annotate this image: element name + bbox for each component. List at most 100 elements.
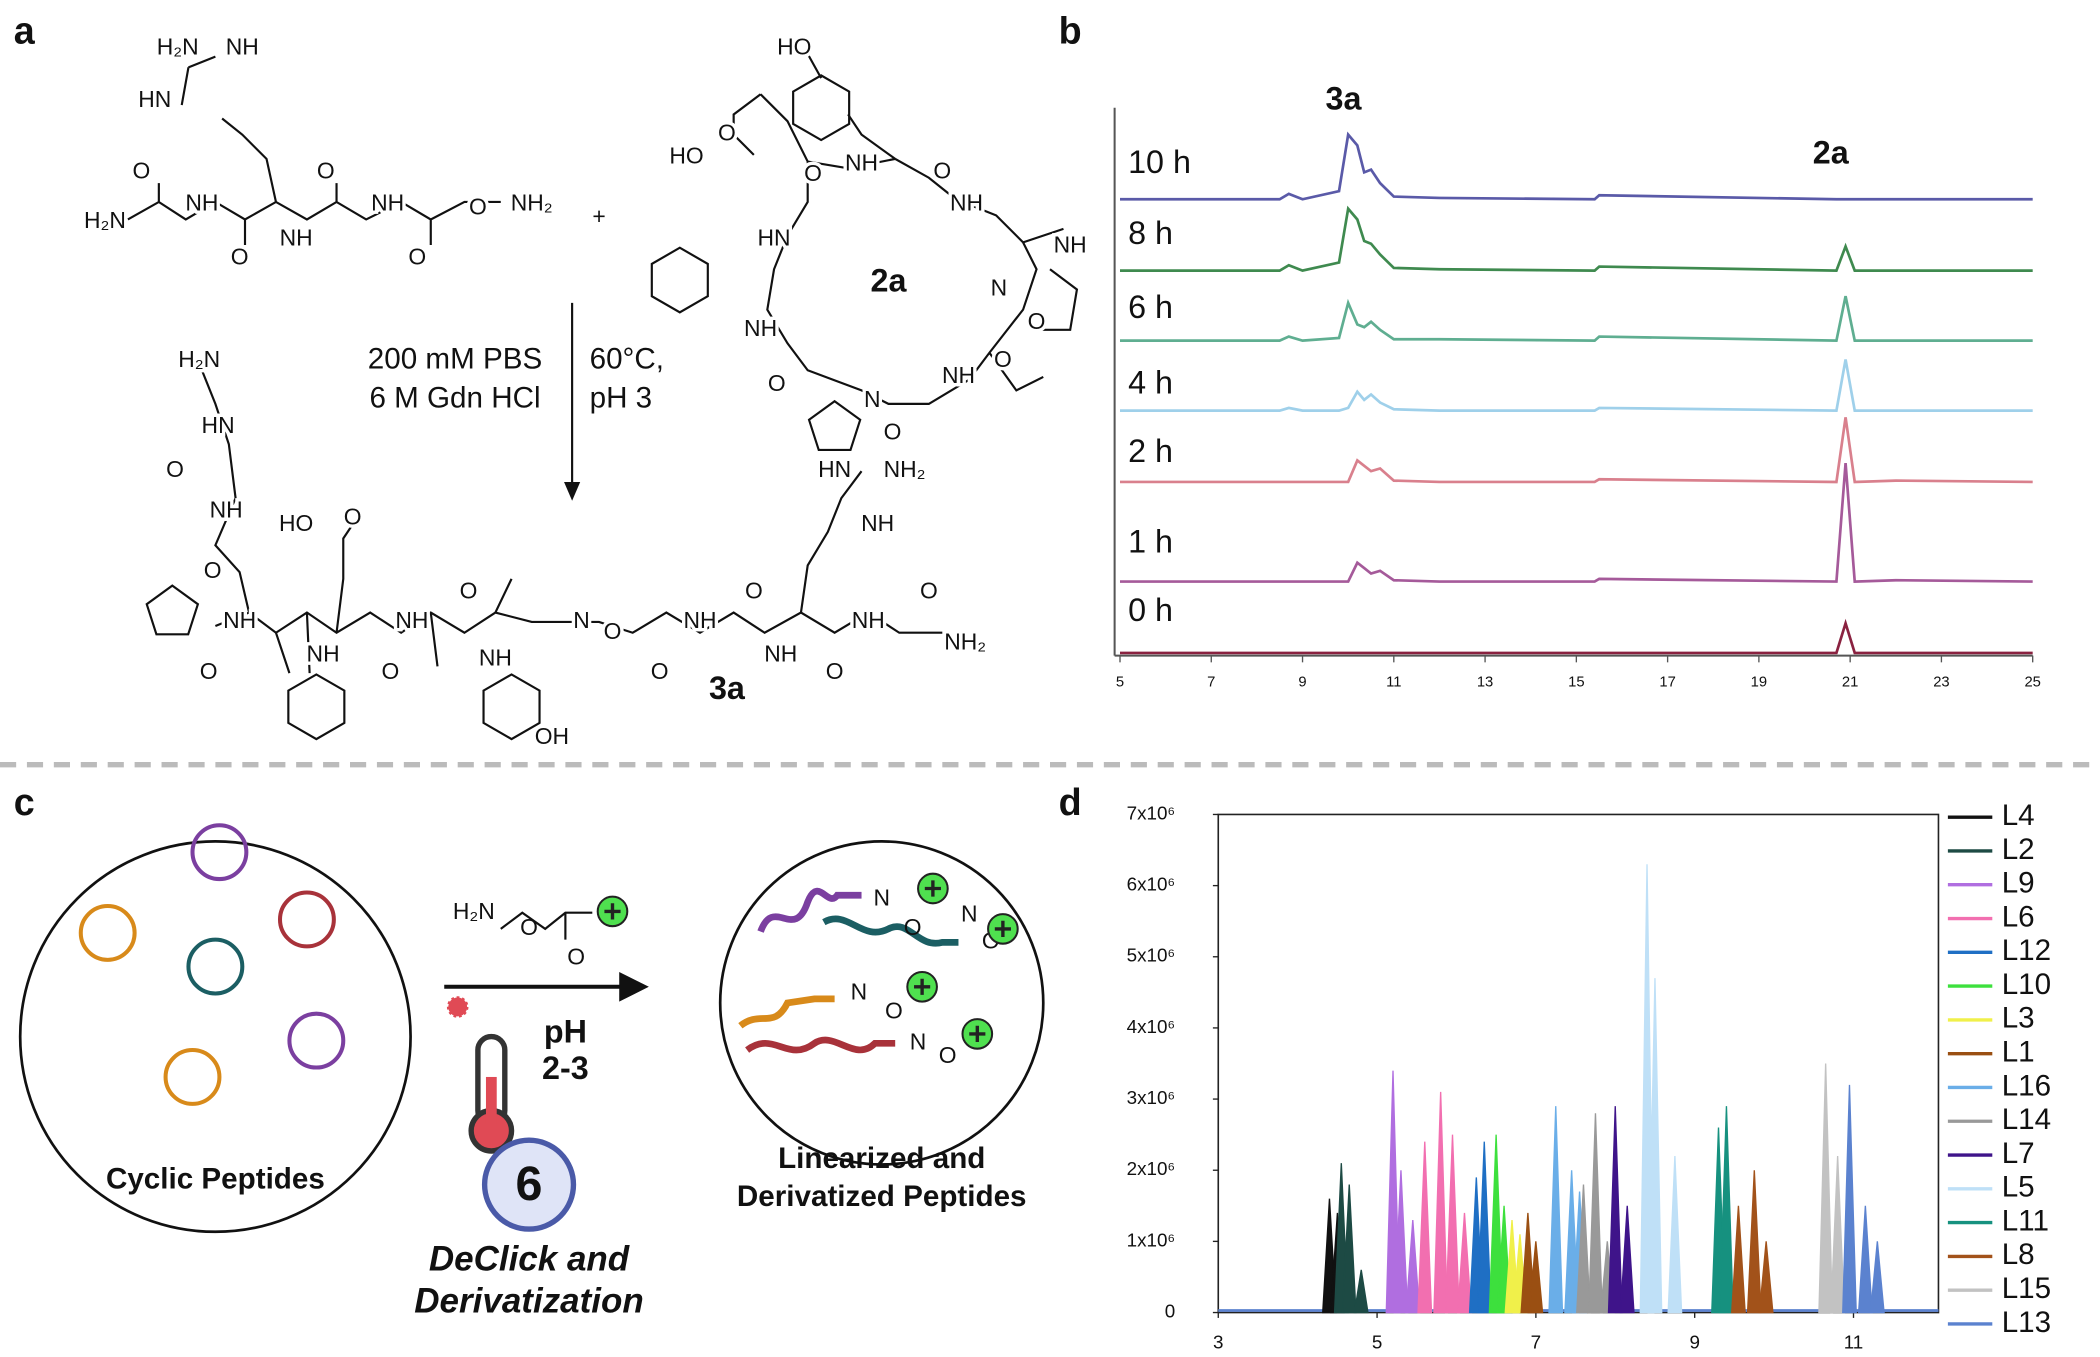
cation-plus	[969, 1025, 986, 1042]
atom-label: NH	[852, 607, 885, 633]
y-tick-label: 5x10⁶	[1127, 945, 1176, 966]
atom-label: +	[592, 203, 605, 229]
atom-label: O	[200, 658, 218, 684]
trace	[1120, 618, 2033, 655]
y-tick-label: 7x10⁶	[1127, 802, 1176, 823]
atom-label: HO	[669, 143, 703, 169]
peak	[1719, 1106, 1734, 1314]
peak	[1528, 1241, 1544, 1314]
panel-label: a	[14, 10, 36, 52]
atom-label: O	[826, 658, 844, 684]
peak	[1576, 1184, 1591, 1314]
atom-label: NH	[395, 607, 428, 633]
annotation: 2a	[1813, 134, 1850, 170]
condition: pH	[544, 1013, 587, 1049]
ring	[792, 74, 851, 142]
step-number: 6	[516, 1157, 543, 1211]
atom-label: N	[910, 1028, 927, 1054]
caption: Derivatized Peptides	[737, 1180, 1027, 1213]
cyclic-peptide	[186, 937, 245, 996]
atom-label: NH	[185, 190, 218, 216]
ring	[287, 673, 346, 741]
ring	[650, 246, 709, 314]
ring	[482, 673, 541, 741]
atom-label: NH₂	[884, 456, 926, 482]
atom-label: O	[604, 618, 622, 644]
legend-label: L5	[2002, 1171, 2035, 1204]
x-tick-label: 5	[1116, 674, 1124, 690]
peak	[1830, 1155, 1846, 1314]
peak	[1619, 1205, 1635, 1314]
atom-label: O	[231, 244, 249, 270]
series-label: 0 h	[1128, 592, 1173, 628]
x-tick-label: 11	[1844, 1331, 1864, 1352]
atom-label: O	[1028, 308, 1046, 334]
legend-label: L15	[2002, 1272, 2051, 1305]
atom-label: NH	[307, 641, 340, 667]
atom-label: NH	[845, 149, 878, 175]
structure-bonds	[127, 53, 1079, 674]
legend-label: L4	[2002, 799, 2035, 832]
legend-label: L16	[2002, 1069, 2051, 1102]
trace	[1120, 131, 2033, 201]
legend-label: L1	[2002, 1036, 2035, 1069]
legend-label: L14	[2002, 1103, 2051, 1136]
atom-label: O	[520, 914, 538, 940]
atom-label: O	[567, 944, 585, 970]
y-tick-label: 4x10⁶	[1127, 1016, 1176, 1037]
condition: 60°C,	[590, 343, 664, 376]
scheme-c-art	[18, 823, 1045, 1234]
legend-label: L11	[2002, 1204, 2049, 1237]
trace	[1120, 359, 2033, 412]
trace	[1120, 417, 2033, 484]
peak	[1353, 1269, 1369, 1314]
atom-label: N	[864, 386, 881, 412]
legend-label: L13	[2002, 1306, 2051, 1339]
peak	[1341, 1184, 1357, 1314]
cyclic-peptide	[287, 1011, 346, 1070]
reagent-bonds	[500, 911, 593, 940]
atom-label: O	[939, 1042, 957, 1068]
atom-label: O	[885, 997, 903, 1023]
caption: Cyclic Peptides	[106, 1162, 325, 1195]
atom-label: NH	[210, 497, 243, 523]
panel-label: c	[14, 781, 35, 823]
arrow-head	[619, 971, 649, 1002]
x-tick-label: 21	[1842, 674, 1858, 690]
x-tick-label: 23	[1933, 674, 1949, 690]
peak	[1405, 1220, 1421, 1314]
atom-label: O	[381, 658, 399, 684]
x-tick-label: 7	[1531, 1331, 1541, 1352]
y-tick-label: 3x10⁶	[1127, 1087, 1176, 1108]
legend-label: L9	[2002, 867, 2035, 900]
atom-label: O	[718, 120, 736, 146]
atom-label: NH₂	[944, 629, 986, 655]
series-label: 10 h	[1128, 144, 1191, 180]
caption: Linearized and	[778, 1142, 985, 1175]
atom-label: NH	[371, 190, 404, 216]
compound-label: 3a	[709, 670, 746, 706]
series-label: 6 h	[1128, 289, 1173, 325]
peak	[1393, 1170, 1409, 1314]
trace	[1120, 295, 2033, 342]
trace	[1120, 463, 2033, 583]
legend-label: L10	[2002, 968, 2051, 1001]
cyclic-peptide	[277, 890, 336, 949]
atom-label: O	[904, 914, 922, 940]
atom-label: NH	[223, 607, 256, 633]
atom-label: H₂N	[157, 34, 199, 60]
peak	[1869, 1241, 1885, 1314]
condition: 200 mM PBS	[368, 343, 542, 376]
atom-label: N	[961, 900, 978, 926]
atom-label: O	[469, 194, 487, 220]
peak	[1857, 1205, 1873, 1314]
atom-label: N	[991, 275, 1008, 301]
y-tick-label: 1x10⁶	[1127, 1229, 1176, 1250]
step-name: DeClick and	[429, 1240, 630, 1279]
atom-label: H₂N	[453, 898, 495, 924]
y-tick-label: 0	[1165, 1301, 1175, 1322]
x-tick-label: 13	[1477, 674, 1493, 690]
legend-label: L12	[2002, 934, 2051, 967]
peak	[1476, 1141, 1492, 1314]
